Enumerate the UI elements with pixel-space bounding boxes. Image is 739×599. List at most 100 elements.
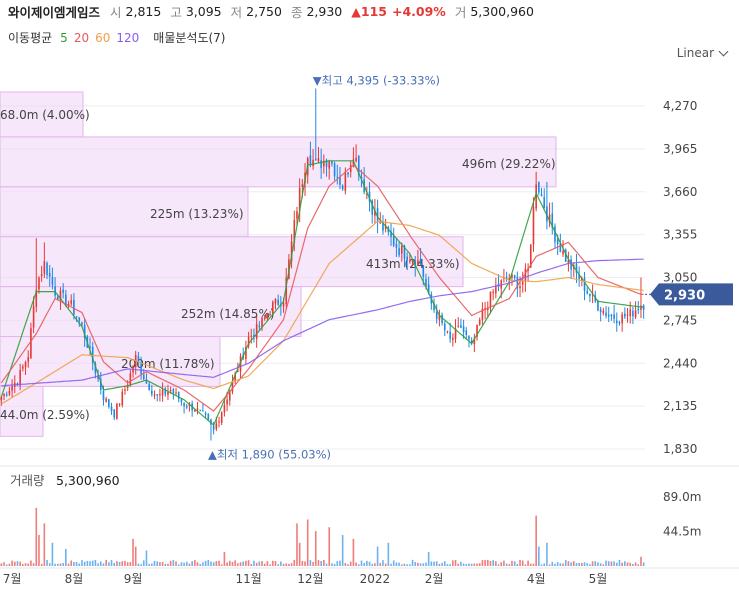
volume-bar — [548, 564, 551, 566]
candle-body — [642, 305, 645, 310]
volume-bar — [223, 552, 226, 566]
candle-body — [323, 160, 325, 167]
volume-bar — [94, 559, 97, 566]
candle-body — [629, 309, 632, 317]
volume-bar — [51, 542, 54, 566]
candle-body — [637, 308, 640, 310]
volume-bar — [126, 562, 129, 566]
time-tick-label: 8월 — [65, 572, 84, 586]
candle-body — [269, 314, 271, 316]
candle-body — [27, 357, 30, 362]
volume-bar — [269, 564, 271, 566]
candle-body — [38, 277, 40, 290]
ma-120[interactable]: 120 — [116, 30, 140, 45]
volume-bar — [175, 561, 177, 566]
candle-body — [333, 163, 336, 177]
volume-bar — [48, 563, 51, 566]
ma-60-line — [0, 220, 644, 405]
volume-bar — [142, 560, 145, 566]
candle-body — [164, 388, 167, 395]
candle-body — [282, 302, 285, 307]
volume-bar — [204, 560, 207, 566]
volume-profile-bar — [0, 336, 221, 387]
ma-5[interactable]: 5 — [60, 30, 68, 45]
candle-body — [89, 346, 91, 348]
candle-body — [301, 184, 304, 187]
candle-body — [67, 303, 70, 306]
volume-bar — [134, 546, 137, 566]
candle-body — [94, 364, 97, 374]
volume-bar — [497, 564, 500, 566]
candle-body — [446, 330, 449, 332]
volume-bar — [199, 563, 202, 566]
candle-body — [175, 392, 177, 394]
high-value: 3,095 — [185, 3, 222, 19]
candle-body — [355, 157, 357, 162]
candle-body — [70, 300, 73, 304]
volume-bar — [183, 562, 185, 566]
ma-label[interactable]: 이동평균 — [8, 31, 53, 45]
candle-body — [597, 300, 599, 311]
volume-profile-bar — [0, 236, 464, 288]
low-value: 2,750 — [246, 3, 282, 19]
volume-bar — [624, 561, 626, 566]
ma-60[interactable]: 60 — [95, 30, 111, 45]
volume-bar — [368, 561, 371, 566]
volume-bar — [540, 564, 543, 566]
candle-body — [124, 389, 126, 391]
volume-bar — [516, 563, 519, 566]
volume-bar — [325, 563, 328, 566]
candle-body — [159, 394, 161, 396]
candle-body — [379, 221, 382, 224]
volume-bar — [314, 531, 317, 566]
scale-dropdown[interactable]: Linear — [677, 46, 729, 60]
candle-body — [613, 314, 615, 319]
volume-bar — [454, 559, 457, 566]
volume-bar — [470, 563, 473, 566]
volume-bar — [261, 560, 263, 566]
candle-body — [586, 291, 589, 294]
ma-20[interactable]: 20 — [73, 30, 90, 45]
volume-profile-label[interactable]: 매물분석도(7) — [153, 31, 226, 45]
volume-bar — [89, 561, 91, 566]
candle-body — [626, 314, 629, 316]
candle-body — [624, 313, 626, 317]
volume-bar — [637, 564, 640, 566]
low-label: 저 — [230, 4, 243, 20]
volume-pane-label: 거래량 — [10, 473, 45, 488]
volume-bar — [597, 562, 599, 566]
candle-body — [473, 338, 476, 344]
volume-bar — [570, 562, 572, 566]
candle-body — [417, 260, 419, 266]
candle-body — [449, 331, 451, 339]
volume-bar — [524, 564, 527, 566]
time-tick-label: 9월 — [124, 572, 143, 586]
candle-body — [266, 314, 269, 319]
price-tick-label: 2,440 — [663, 356, 697, 370]
volume-bar — [266, 561, 269, 566]
volume-bar — [395, 562, 398, 566]
moving-averages — [0, 160, 644, 427]
volume-bar — [19, 561, 21, 566]
candle-body — [180, 399, 183, 402]
volume-bar — [333, 563, 336, 566]
candle-body — [312, 159, 314, 166]
volume-tick-label: 89.0m — [663, 490, 701, 504]
candle-body — [468, 336, 470, 340]
price-tick-label: 3,965 — [663, 142, 697, 156]
candle-body — [621, 314, 623, 324]
volume-bar — [156, 561, 159, 566]
volume-bar — [492, 560, 494, 566]
volume-bar — [16, 561, 19, 566]
volume-bar — [543, 563, 546, 566]
volume-bar — [462, 563, 465, 566]
candle-body — [524, 268, 527, 282]
volume-bar — [271, 560, 274, 566]
candle-body — [320, 160, 322, 169]
volume-bar — [390, 563, 392, 566]
volume-bar — [164, 563, 167, 566]
candle-body — [215, 423, 218, 430]
volume-bar — [226, 562, 228, 566]
candle-body — [339, 177, 341, 185]
